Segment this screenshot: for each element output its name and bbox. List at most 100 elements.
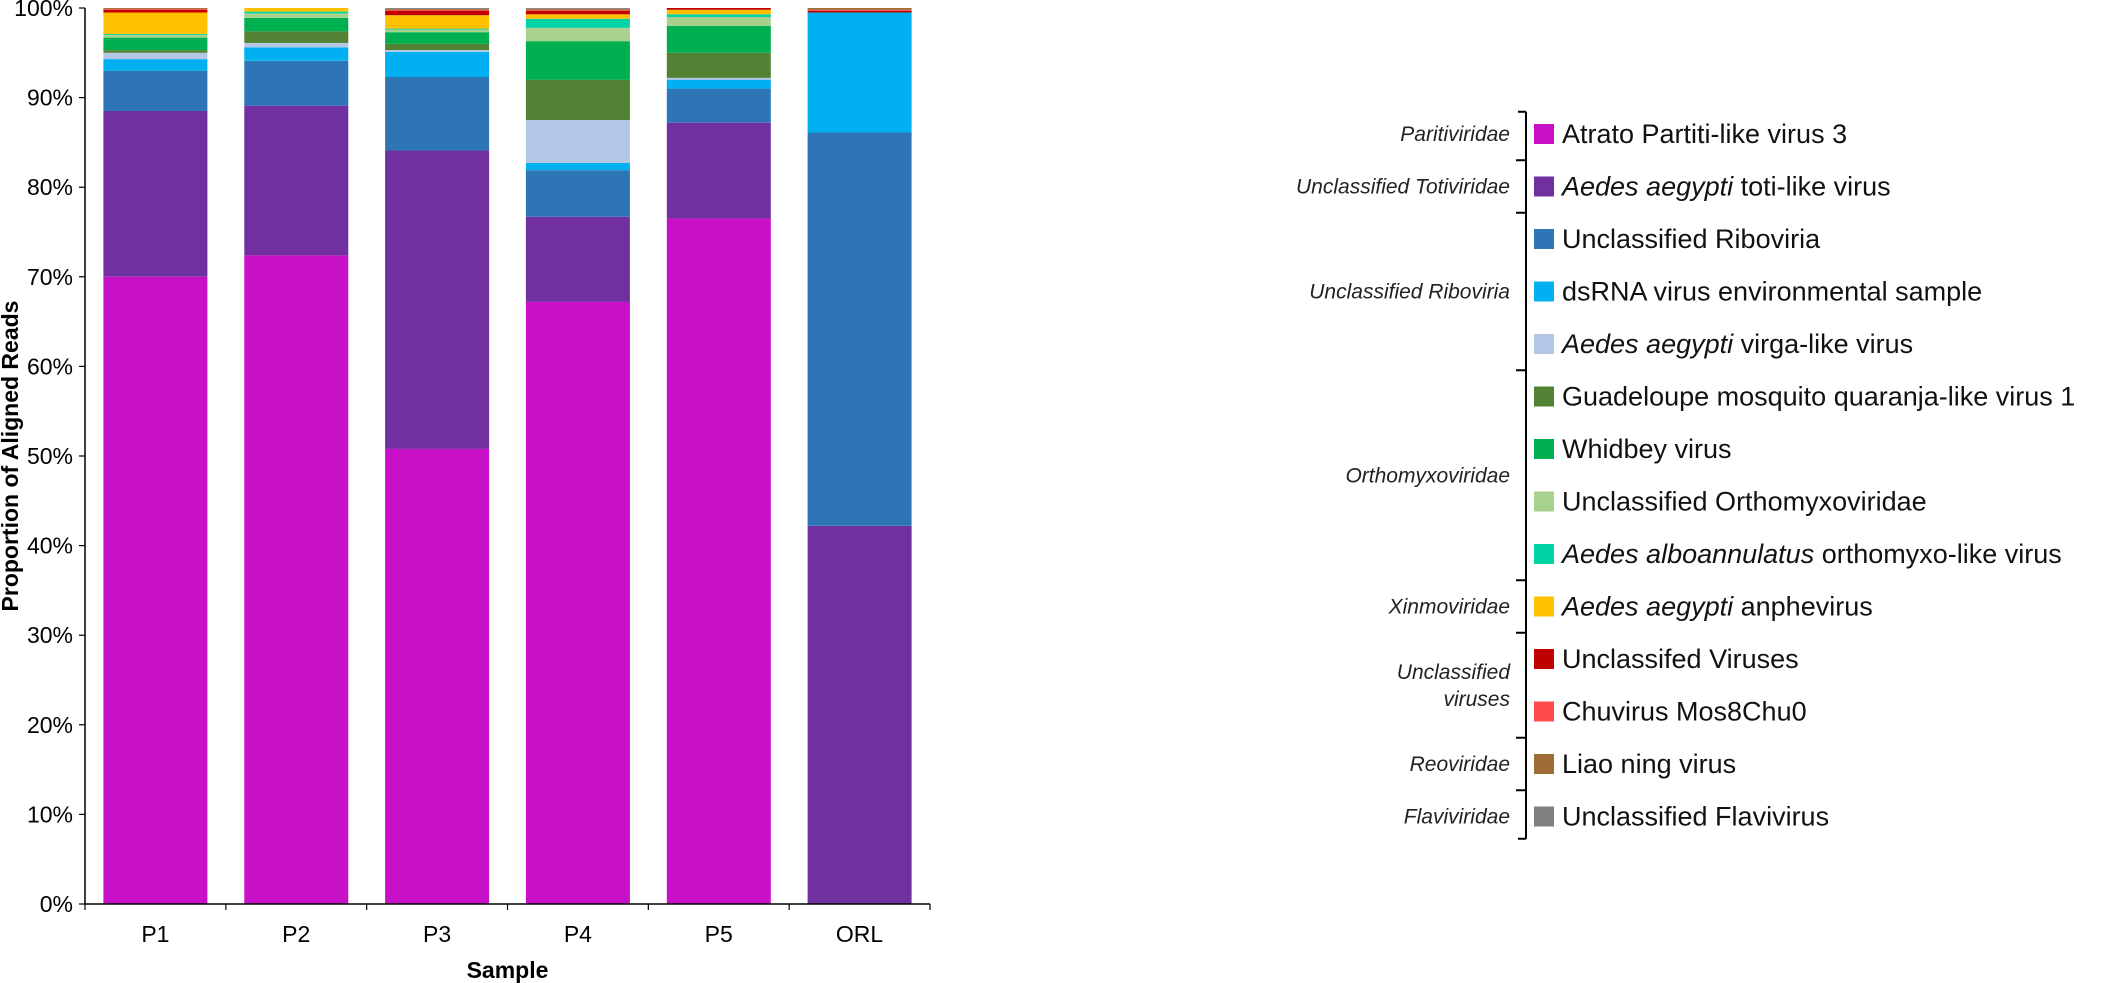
bar-segment-p3-s13 <box>385 8 490 9</box>
legend-label-11: Chuvirus Mos8Chu0 <box>1562 697 1807 727</box>
y-tick-label: 40% <box>27 533 73 559</box>
legend-label-6: Whidbey virus <box>1562 434 1732 464</box>
bar-segment-p2-s7 <box>244 13 349 18</box>
y-tick-label: 10% <box>27 801 73 827</box>
legend-swatch-9 <box>1534 596 1554 617</box>
legend-swatch-11 <box>1534 701 1554 722</box>
bars-layer <box>103 8 912 905</box>
bar-segment-p5-s10 <box>666 8 771 10</box>
bar-segment-p4-s1 <box>525 216 630 302</box>
bar-segment-p2-s1 <box>244 105 349 256</box>
bar-segment-p3-s3 <box>385 51 490 77</box>
bar-segment-orl-s11 <box>807 9 912 11</box>
bar-segment-p1-s2 <box>103 70 208 112</box>
bar-segment-p1-s6 <box>103 37 208 51</box>
bar-segment-p1-s9 <box>103 12 208 34</box>
bar-segment-orl-s2 <box>807 132 912 526</box>
bar-segment-p1-s4 <box>103 52 208 60</box>
x-tick-label: P1 <box>141 921 169 947</box>
bar-segment-p2-s0 <box>244 255 349 905</box>
x-axis-title: Sample <box>467 957 549 983</box>
legend-swatch-1 <box>1534 176 1554 197</box>
y-tick-label: 70% <box>27 264 73 290</box>
x-tick-label: P4 <box>564 921 592 947</box>
bar-segment-p3-s6 <box>385 32 490 44</box>
bar-segment-p3-s9 <box>385 15 490 29</box>
legend-family-label: Xinmoviridae <box>1388 596 1510 619</box>
bar-segment-p5-s6 <box>666 25 771 53</box>
legend-swatch-13 <box>1534 806 1554 827</box>
legend-swatch-2 <box>1534 229 1554 249</box>
bar-segment-p4-s9 <box>525 14 630 19</box>
y-axis-title: Proportion of Aligned Reads <box>0 301 23 612</box>
bar-segment-p3-s10 <box>385 10 490 16</box>
bar-segment-p2-s9 <box>244 8 349 12</box>
bar-segment-p3-s1 <box>385 150 490 449</box>
bar-segment-p1-s11 <box>103 8 208 10</box>
bar-segment-p3-s11 <box>385 9 490 11</box>
legend-swatch-12 <box>1534 754 1554 774</box>
bar-segment-p5-s5 <box>666 52 771 78</box>
bar-segment-p4-s5 <box>525 79 630 121</box>
bar-segment-p1-s3 <box>103 59 208 71</box>
legend-swatch-7 <box>1534 491 1554 512</box>
bar-segment-p1-s12 <box>103 8 208 9</box>
legend-swatch-3 <box>1534 281 1554 302</box>
bar-segment-p4-s2 <box>525 170 630 217</box>
bar-segment-p5-s8 <box>666 14 771 17</box>
bar-segment-p5-s2 <box>666 88 771 123</box>
bar-segment-p4-s7 <box>525 27 630 42</box>
legend-family-label: Orthomyxoviridae <box>1345 464 1510 487</box>
bar-segment-p4-s13 <box>525 8 630 9</box>
legend-swatch-4 <box>1534 334 1554 354</box>
legend-label-4: Aedes aegypti virga-like virus <box>1560 329 1913 359</box>
bar-segment-p5-s4 <box>666 77 771 80</box>
legend-label-9: Aedes aegypti anphevirus <box>1560 592 1873 622</box>
legend-swatch-8 <box>1534 544 1554 564</box>
bar-segment-p5-s1 <box>666 122 771 219</box>
bar-segment-p2-s4 <box>244 42 349 48</box>
bar-segment-p1-s5 <box>103 50 208 53</box>
bar-segment-p4-s4 <box>525 120 630 164</box>
bar-segment-p5-s3 <box>666 79 771 89</box>
legend-label-1: Aedes aegypti toti-like virus <box>1560 172 1891 202</box>
x-tick-label: P2 <box>282 921 310 947</box>
bar-segment-p4-s12 <box>525 8 630 10</box>
bar-segment-p5-s9 <box>666 9 771 15</box>
bar-segment-p3-s2 <box>385 77 490 151</box>
legend-swatch-5 <box>1534 386 1554 407</box>
bar-segment-p4-s10 <box>525 10 630 15</box>
bar-segment-p5-s7 <box>666 17 771 26</box>
legend-label-5: Guadeloupe mosquito quaranja-like virus … <box>1562 382 2075 412</box>
y-tick-label: 100% <box>14 0 73 21</box>
legend-swatch-10 <box>1534 649 1554 669</box>
bar-segment-p2-s3 <box>244 47 349 61</box>
bar-segment-p3-s0 <box>385 448 490 904</box>
bar-segment-orl-s3 <box>807 12 912 133</box>
bar-segment-p2-s5 <box>244 31 349 43</box>
bar-segment-p4-s6 <box>525 41 630 80</box>
bar-segment-p2-s6 <box>244 17 349 32</box>
legend-swatch-0 <box>1534 124 1554 144</box>
y-tick-label: 0% <box>40 891 73 917</box>
bar-segment-p4-s11 <box>525 9 630 11</box>
legend-family-label: Unclassified <box>1397 661 1512 684</box>
bar-segment-p3-s4 <box>385 50 490 52</box>
legend-label-8: Aedes alboannulatus orthomyxo-like virus <box>1560 539 2062 569</box>
bar-segment-p1-s10 <box>103 9 208 13</box>
bar-segment-p1-s0 <box>103 276 208 904</box>
legend-label-13: Unclassified Flavivirus <box>1562 802 1829 832</box>
legend-label-3: dsRNA virus environmental sample <box>1562 277 1982 307</box>
y-tick-label: 80% <box>27 174 73 200</box>
bar-segment-p3-s12 <box>385 8 490 10</box>
x-tick-label: P3 <box>423 921 451 947</box>
bar-segment-p4-s8 <box>525 18 630 28</box>
bar-segment-orl-s1 <box>807 525 912 905</box>
bar-segment-p1-s7 <box>103 34 208 38</box>
legend: Atrato Partiti-like virus 3 Aedes aegypti… <box>1296 110 2075 840</box>
legend-family-label: Flaviviridae <box>1404 806 1510 829</box>
x-tick-label: P5 <box>705 921 733 947</box>
legend-family-label: Unclassified Totiviridae <box>1296 176 1510 199</box>
bar-segment-p4-s3 <box>525 163 630 171</box>
